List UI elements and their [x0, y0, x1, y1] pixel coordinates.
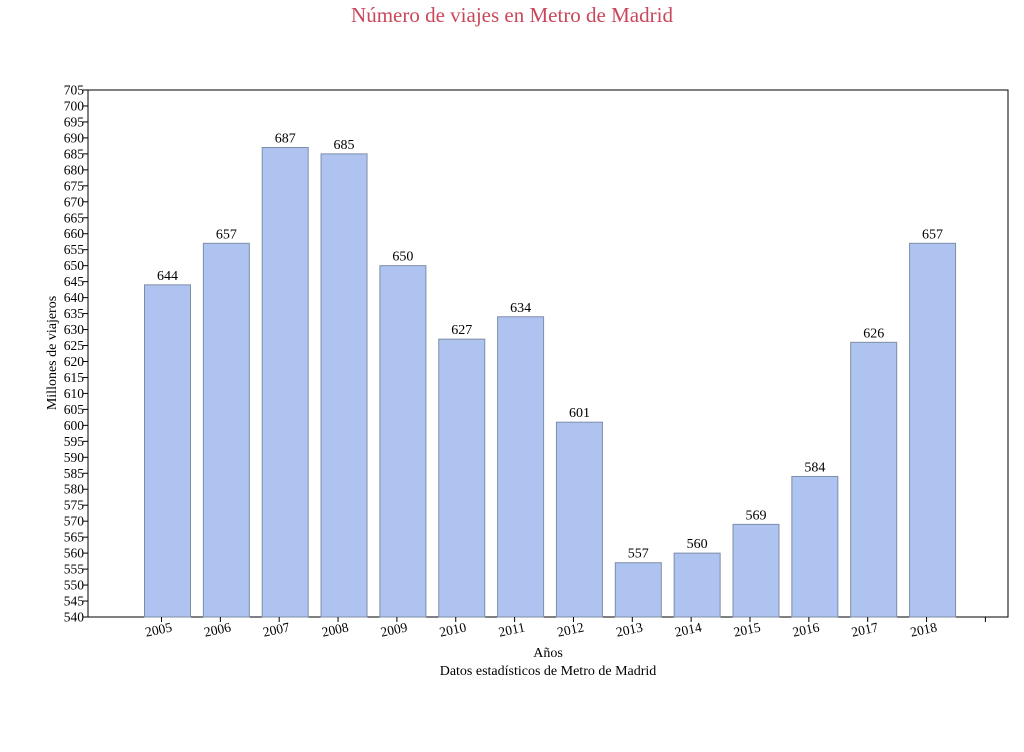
source-note: Datos estadísticos de Metro de Madrid [440, 664, 657, 679]
bar-2007 [261, 146, 309, 618]
bar-2016 [791, 475, 839, 618]
y-tick-label: 605 [64, 402, 85, 417]
y-tick-label: 675 [64, 178, 85, 193]
y-tick-label: 555 [64, 562, 85, 577]
y-tick-label: 705 [64, 83, 85, 98]
x-tick-label-2017: 2017 [850, 619, 880, 639]
y-tick-label: 570 [64, 514, 85, 529]
x-tick-label-2018: 2018 [909, 619, 939, 639]
data-label-2012: 601 [569, 406, 590, 421]
data-label-2018: 657 [922, 227, 943, 242]
y-tick-label: 640 [64, 290, 85, 305]
y-tick-label: 660 [64, 226, 85, 241]
y-tick-label: 540 [64, 610, 85, 625]
y-tick-label: 695 [64, 114, 85, 129]
chart-title: Número de viajes en Metro de Madrid [351, 3, 673, 27]
data-label-2017: 626 [863, 326, 884, 341]
data-label-2008: 685 [334, 138, 355, 153]
x-tick-label-2016: 2016 [791, 619, 821, 639]
y-tick-label: 610 [64, 386, 85, 401]
bar-2006 [202, 242, 250, 618]
y-axis-ticks: 5405455505555605655705755805855905956006… [64, 83, 88, 625]
bar-2005 [144, 284, 191, 618]
bar-2009 [379, 265, 427, 618]
bar-2008 [320, 153, 368, 618]
x-axis-label: Años [533, 646, 563, 661]
data-label-2013: 557 [628, 547, 649, 562]
bar-2017 [850, 341, 898, 618]
data-label-2005: 644 [157, 269, 178, 284]
x-tick-label-2013: 2013 [615, 619, 645, 639]
y-tick-label: 600 [64, 418, 85, 433]
data-label-2010: 627 [451, 323, 472, 338]
bar-2018 [909, 242, 957, 618]
x-tick-label-2005: 2005 [144, 619, 174, 639]
y-tick-label: 635 [64, 306, 85, 321]
bar-2015 [732, 523, 780, 618]
x-tick-label-2012: 2012 [556, 619, 586, 639]
y-tick-label: 575 [64, 498, 85, 513]
bar-2010 [438, 338, 486, 618]
y-tick-label: 625 [64, 338, 85, 353]
y-tick-label: 665 [64, 210, 85, 225]
x-tick-label-2008: 2008 [320, 619, 350, 639]
data-label-2009: 650 [392, 250, 413, 265]
x-tick-label-2015: 2015 [732, 619, 762, 639]
y-tick-label: 680 [64, 162, 85, 177]
y-tick-label: 655 [64, 242, 85, 257]
x-tick-label-2010: 2010 [438, 619, 468, 639]
y-tick-label: 585 [64, 466, 85, 481]
bar-2014 [673, 552, 721, 618]
y-tick-label: 550 [64, 578, 85, 593]
y-tick-label: 670 [64, 194, 85, 209]
y-tick-label: 565 [64, 530, 85, 545]
data-label-2015: 569 [746, 508, 767, 523]
x-tick-label-2009: 2009 [379, 619, 409, 639]
bar-2011 [497, 316, 545, 618]
data-label-2007: 687 [275, 131, 296, 146]
bar-2012 [555, 421, 603, 618]
x-tick-label-2006: 2006 [203, 619, 233, 639]
y-tick-label: 685 [64, 146, 85, 161]
y-tick-label: 580 [64, 482, 85, 497]
y-tick-label: 595 [64, 434, 85, 449]
plot-frame [87, 89, 1009, 618]
x-tick-label-2011: 2011 [497, 620, 526, 640]
y-tick-label: 700 [64, 98, 85, 113]
y-tick-label: 645 [64, 274, 85, 289]
y-tick-label: 560 [64, 546, 85, 561]
x-tick-label-2014: 2014 [673, 619, 703, 639]
data-label-2006: 657 [216, 227, 237, 242]
y-tick-label: 590 [64, 450, 85, 465]
y-axis-label: Millones de viajeros [45, 296, 60, 410]
y-tick-label: 620 [64, 354, 85, 369]
y-tick-label: 615 [64, 370, 85, 385]
data-label-2016: 584 [804, 460, 825, 475]
y-tick-label: 545 [64, 594, 85, 609]
y-tick-label: 630 [64, 322, 85, 337]
bar-2013 [614, 562, 662, 618]
x-axis-ticks: 2005 2006 2007 2008 2009 2010 2011 2012 2013 2014… [144, 617, 986, 640]
data-label-2011: 634 [510, 301, 531, 316]
data-label-2014: 560 [687, 537, 708, 552]
y-tick-label: 650 [64, 258, 85, 273]
x-tick-label-2007: 2007 [262, 619, 292, 639]
bars-layer: 644 657 687 685 650 627 634 601 557 560 569 584 626 6… [144, 131, 957, 618]
y-tick-label: 690 [64, 130, 85, 145]
